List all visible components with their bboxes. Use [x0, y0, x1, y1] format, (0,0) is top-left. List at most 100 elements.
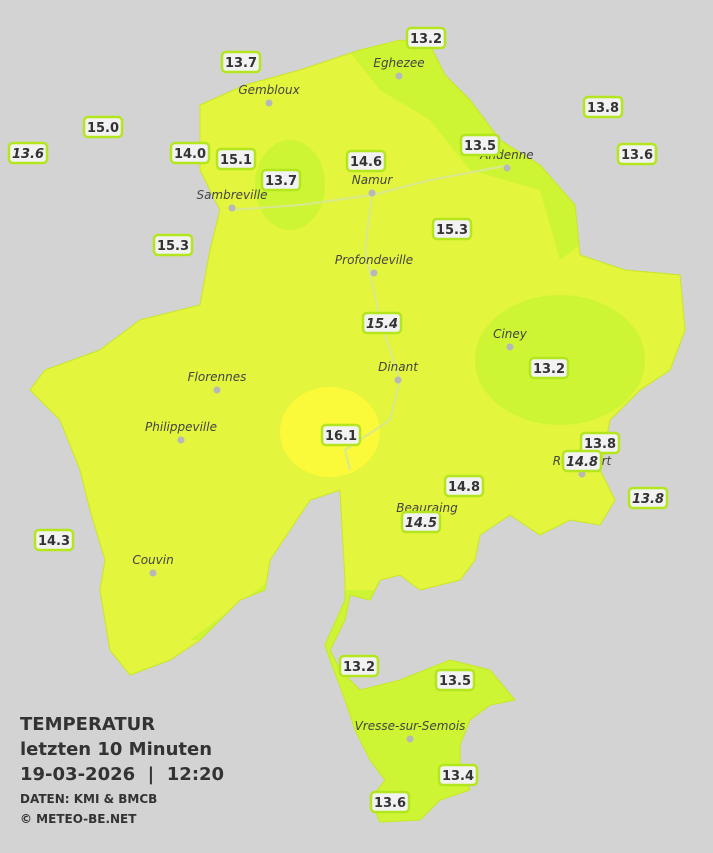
- station: 13.2: [405, 26, 447, 50]
- station: 13.7: [220, 50, 262, 74]
- station: 15.1: [215, 147, 257, 171]
- city-dot: [149, 569, 157, 577]
- station: 13.8: [582, 95, 624, 119]
- station-box: [434, 668, 476, 692]
- station-box: [320, 423, 362, 447]
- station-box: [459, 133, 501, 157]
- station-value: 13.8: [632, 492, 664, 507]
- station: 13.6: [7, 141, 49, 165]
- station-value: 16.1: [325, 429, 357, 444]
- station-value: 13.7: [225, 56, 257, 71]
- station-value: 14.3: [38, 534, 70, 549]
- station: 13.5: [459, 133, 501, 157]
- city-label: Gembloux: [238, 83, 300, 97]
- city-label: Dinant: [378, 360, 419, 374]
- city-label: Sambreville: [196, 188, 267, 202]
- station: 13.5: [434, 668, 476, 692]
- station-box: [528, 356, 570, 380]
- station-value: 15.3: [436, 223, 468, 238]
- station: 13.8: [627, 486, 669, 510]
- station: 15.3: [431, 217, 473, 241]
- city-dot: [228, 204, 236, 212]
- station-box: [215, 147, 257, 171]
- city-label: Philippeville: [145, 420, 217, 434]
- station: 13.8: [579, 431, 621, 455]
- station: 14.5: [400, 510, 442, 534]
- city-dot: [177, 436, 185, 444]
- station-box: [400, 510, 442, 534]
- station-value: 13.6: [621, 148, 653, 163]
- city-dot: [503, 164, 511, 172]
- city-dot: [265, 99, 273, 107]
- station-box: [33, 528, 75, 552]
- station: 15.3: [152, 233, 194, 257]
- station: 13.6: [616, 142, 658, 166]
- station-value: 13.2: [410, 32, 442, 47]
- station-box: [220, 50, 262, 74]
- station-value: 13.6: [374, 796, 406, 811]
- legend-period: letzten 10 Minuten: [20, 739, 212, 760]
- station-box: [152, 233, 194, 257]
- station-box: [82, 115, 124, 139]
- station-box: [260, 168, 302, 192]
- station-box: [169, 141, 211, 165]
- station-box: [616, 142, 658, 166]
- station-value: 13.8: [584, 437, 616, 452]
- station-value: 14.8: [448, 480, 480, 495]
- station-value: 14.6: [350, 155, 382, 170]
- city-label: Eghezee: [373, 56, 424, 70]
- city-label: Florennes: [188, 370, 247, 384]
- station: 15.0: [82, 115, 124, 139]
- city-dot: [370, 269, 378, 277]
- legend-copyright: © METEO-BE.NET: [20, 812, 137, 826]
- station: 14.3: [33, 528, 75, 552]
- station-box: [627, 486, 669, 510]
- city-label: Couvin: [132, 553, 173, 567]
- station-box: [345, 149, 387, 173]
- city-dot: [406, 735, 414, 743]
- city-dot: [395, 72, 403, 80]
- station: 13.2: [338, 654, 380, 678]
- station: 15.4: [361, 311, 403, 335]
- station-value: 13.6: [12, 147, 44, 162]
- city-dot: [213, 386, 221, 394]
- station-value: 13.7: [265, 174, 297, 189]
- station: 14.0: [169, 141, 211, 165]
- city-dot: [368, 189, 376, 197]
- station: 13.6: [369, 790, 411, 814]
- station-value: 15.4: [366, 317, 398, 332]
- station: 13.7: [260, 168, 302, 192]
- station-box: [369, 790, 411, 814]
- station: 16.1: [320, 423, 362, 447]
- station-value: 13.2: [533, 362, 565, 377]
- station-box: [431, 217, 473, 241]
- station-value: 13.5: [439, 674, 471, 689]
- legend-source: DATEN: KMI & BMCB: [20, 792, 157, 806]
- station-value: 14.8: [566, 455, 598, 470]
- station-value: 14.0: [174, 147, 206, 162]
- station-box: [7, 141, 49, 165]
- legend-timestamp: 19-03-2026 | 12:20: [20, 764, 224, 785]
- station-box: [582, 95, 624, 119]
- station-box: [443, 474, 485, 498]
- city-dot: [394, 376, 402, 384]
- station-value: 13.2: [343, 660, 375, 675]
- station-box: [338, 654, 380, 678]
- station-value: 14.5: [405, 516, 437, 531]
- city-dot: [506, 343, 514, 351]
- station-value: 15.1: [220, 153, 252, 168]
- city-label: Profondeville: [335, 253, 413, 267]
- legend: TEMPERATUR letzten 10 Minuten 19-03-2026…: [20, 714, 224, 826]
- station-value: 13.5: [464, 139, 496, 154]
- legend-title: TEMPERATUR: [20, 714, 155, 735]
- station-box: [361, 311, 403, 335]
- station: 13.2: [528, 356, 570, 380]
- station: 14.6: [345, 149, 387, 173]
- station-value: 15.0: [87, 121, 119, 136]
- station-value: 13.8: [587, 101, 619, 116]
- city-label: Namur: [352, 173, 394, 187]
- station: 13.4: [437, 763, 479, 787]
- station-box: [561, 449, 603, 473]
- station: 14.8: [443, 474, 485, 498]
- city-label: Ciney: [493, 327, 528, 341]
